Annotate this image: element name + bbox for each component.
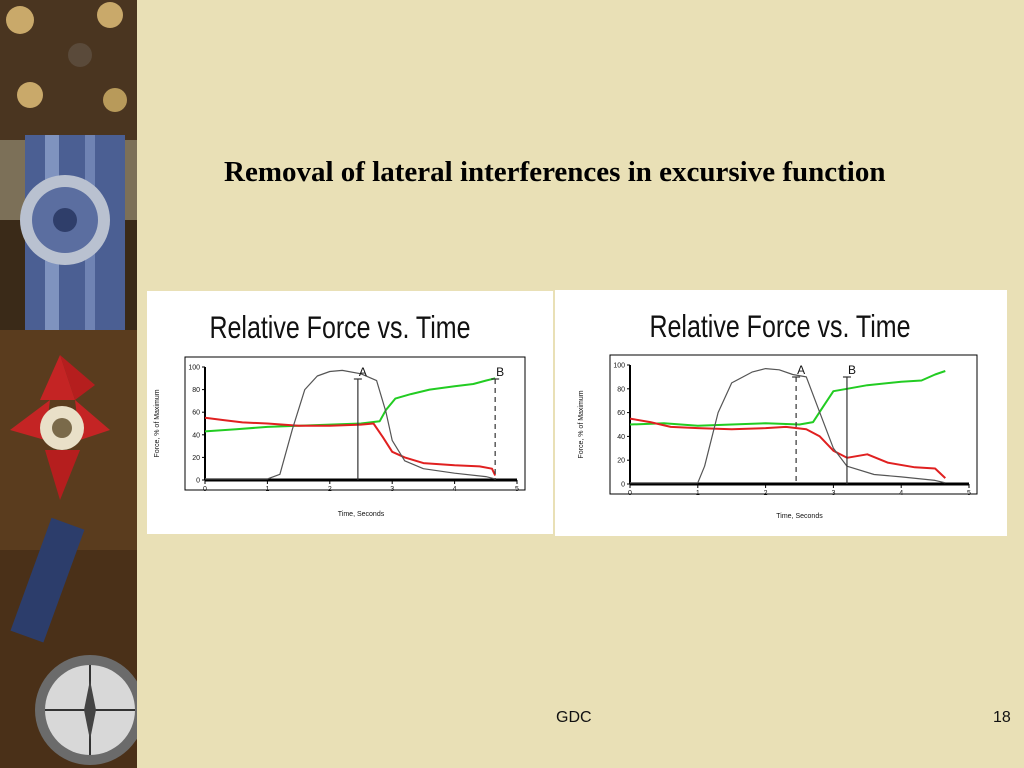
x-tick-label: 3 [831, 490, 835, 497]
footer-label: GDC [556, 709, 592, 726]
y-tick-label: 100 [188, 365, 200, 372]
series-line-green [204, 377, 496, 433]
chart-title: Relative Force vs. Time [209, 309, 470, 344]
series-line-gray [205, 369, 496, 480]
x-tick-label: 1 [265, 486, 269, 493]
y-tick-label: 40 [617, 434, 625, 441]
plot-frame [184, 356, 526, 491]
y-tick-label: 0 [621, 482, 625, 489]
series-line-red [204, 416, 497, 476]
y-tick-label: 80 [192, 387, 200, 394]
plot-frame [609, 354, 978, 495]
x-tick-label: 5 [967, 490, 971, 497]
series-line-green [629, 370, 946, 427]
x-tick-label: 4 [899, 490, 903, 497]
x-tick-label: 4 [453, 486, 457, 493]
y-tick-label: 40 [192, 432, 200, 439]
marker-label-b: B [848, 363, 856, 377]
chart-panel-right: Relative Force vs. Time 0 20 40 60 80 100 0 1 2 3 4… [555, 290, 1007, 536]
page-number: 18 [993, 709, 1011, 726]
marker-label-a: A [797, 363, 805, 377]
x-tick-label: 3 [390, 486, 394, 493]
y-tick-label: 80 [617, 386, 625, 393]
x-tick-label: 2 [764, 490, 768, 497]
line-chart: Relative Force vs. Time 0 20 40 60 80 100 0 1 2 3 4… [154, 309, 526, 518]
line-chart: Relative Force vs. Time 0 20 40 60 80 100 0 1 2 3 4… [578, 308, 978, 520]
marker-label-b: B [496, 365, 504, 379]
y-tick-label: 20 [192, 455, 200, 462]
y-tick-label: 0 [196, 478, 200, 485]
x-tick-label: 0 [628, 490, 632, 497]
y-axis-label: Force, % of Maximum [154, 389, 161, 457]
decorative-sidebar-image [0, 0, 137, 768]
y-tick-label: 60 [192, 410, 200, 417]
x-tick-label: 2 [328, 486, 332, 493]
series-line-red [629, 417, 946, 479]
chart-panel-left: Relative Force vs. Time 0 20 40 60 80 100 0 1 2 3 4… [147, 291, 553, 534]
y-tick-label: 100 [613, 363, 625, 370]
series-line-gray [630, 367, 946, 484]
y-tick-label: 20 [617, 458, 625, 465]
x-axis-label: Time, Seconds [776, 513, 823, 520]
y-tick-label: 60 [617, 410, 625, 417]
x-tick-label: 1 [696, 490, 700, 497]
marker-label-a: A [359, 365, 367, 379]
chart-title: Relative Force vs. Time [649, 308, 910, 343]
x-axis-label: Time, Seconds [338, 511, 385, 518]
y-axis-label: Force, % of Maximum [578, 390, 585, 458]
slide-title: Removal of lateral interferences in excu… [224, 156, 886, 188]
x-tick-label: 5 [515, 486, 519, 493]
x-tick-label: 0 [203, 486, 207, 493]
